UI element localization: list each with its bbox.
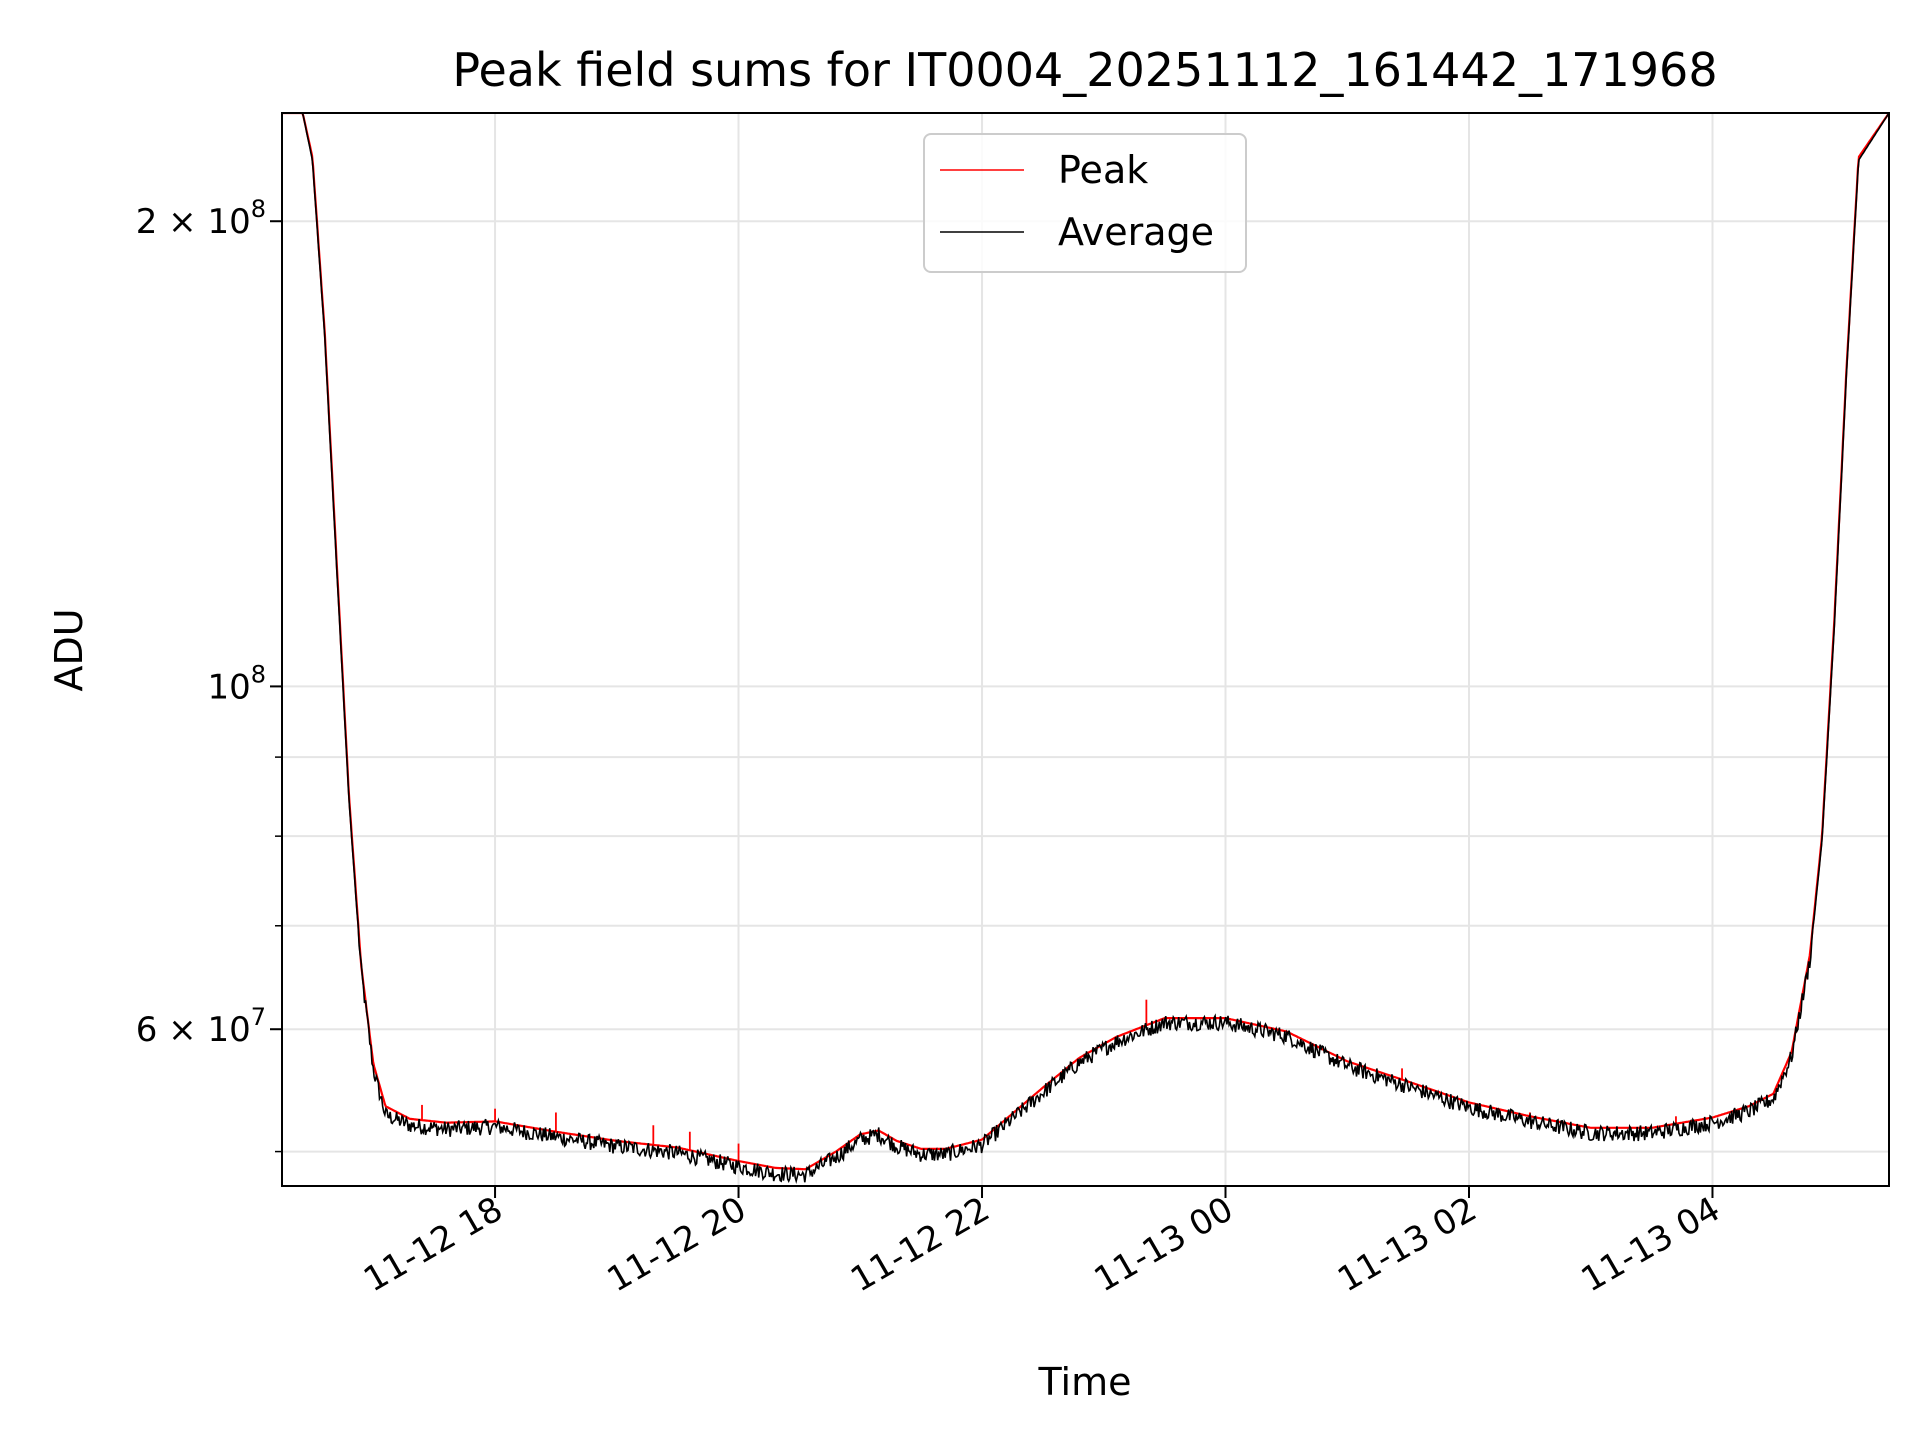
y-axis-label: ADU <box>47 608 91 691</box>
y-tick-label: 108 <box>207 660 266 707</box>
chart-title: Peak field sums for IT0004_20251112_1614… <box>452 43 1717 97</box>
plot-frame <box>281 112 1890 1187</box>
plot-series <box>282 113 1889 1185</box>
legend-label-peak: Peak <box>1058 148 1148 192</box>
y-tick-label: 2 × 108 <box>136 195 266 242</box>
legend-label-average: Average <box>1058 210 1214 254</box>
y-axis-ticks: 6 × 107 108 2 × 108 <box>136 195 282 1153</box>
legend: Peak Average <box>923 133 1247 273</box>
y-tick-label: 6 × 107 <box>136 1003 266 1050</box>
series-line-average <box>282 113 1889 1185</box>
x-axis-label: Time <box>1038 1360 1132 1404</box>
legend-box <box>923 133 1247 273</box>
